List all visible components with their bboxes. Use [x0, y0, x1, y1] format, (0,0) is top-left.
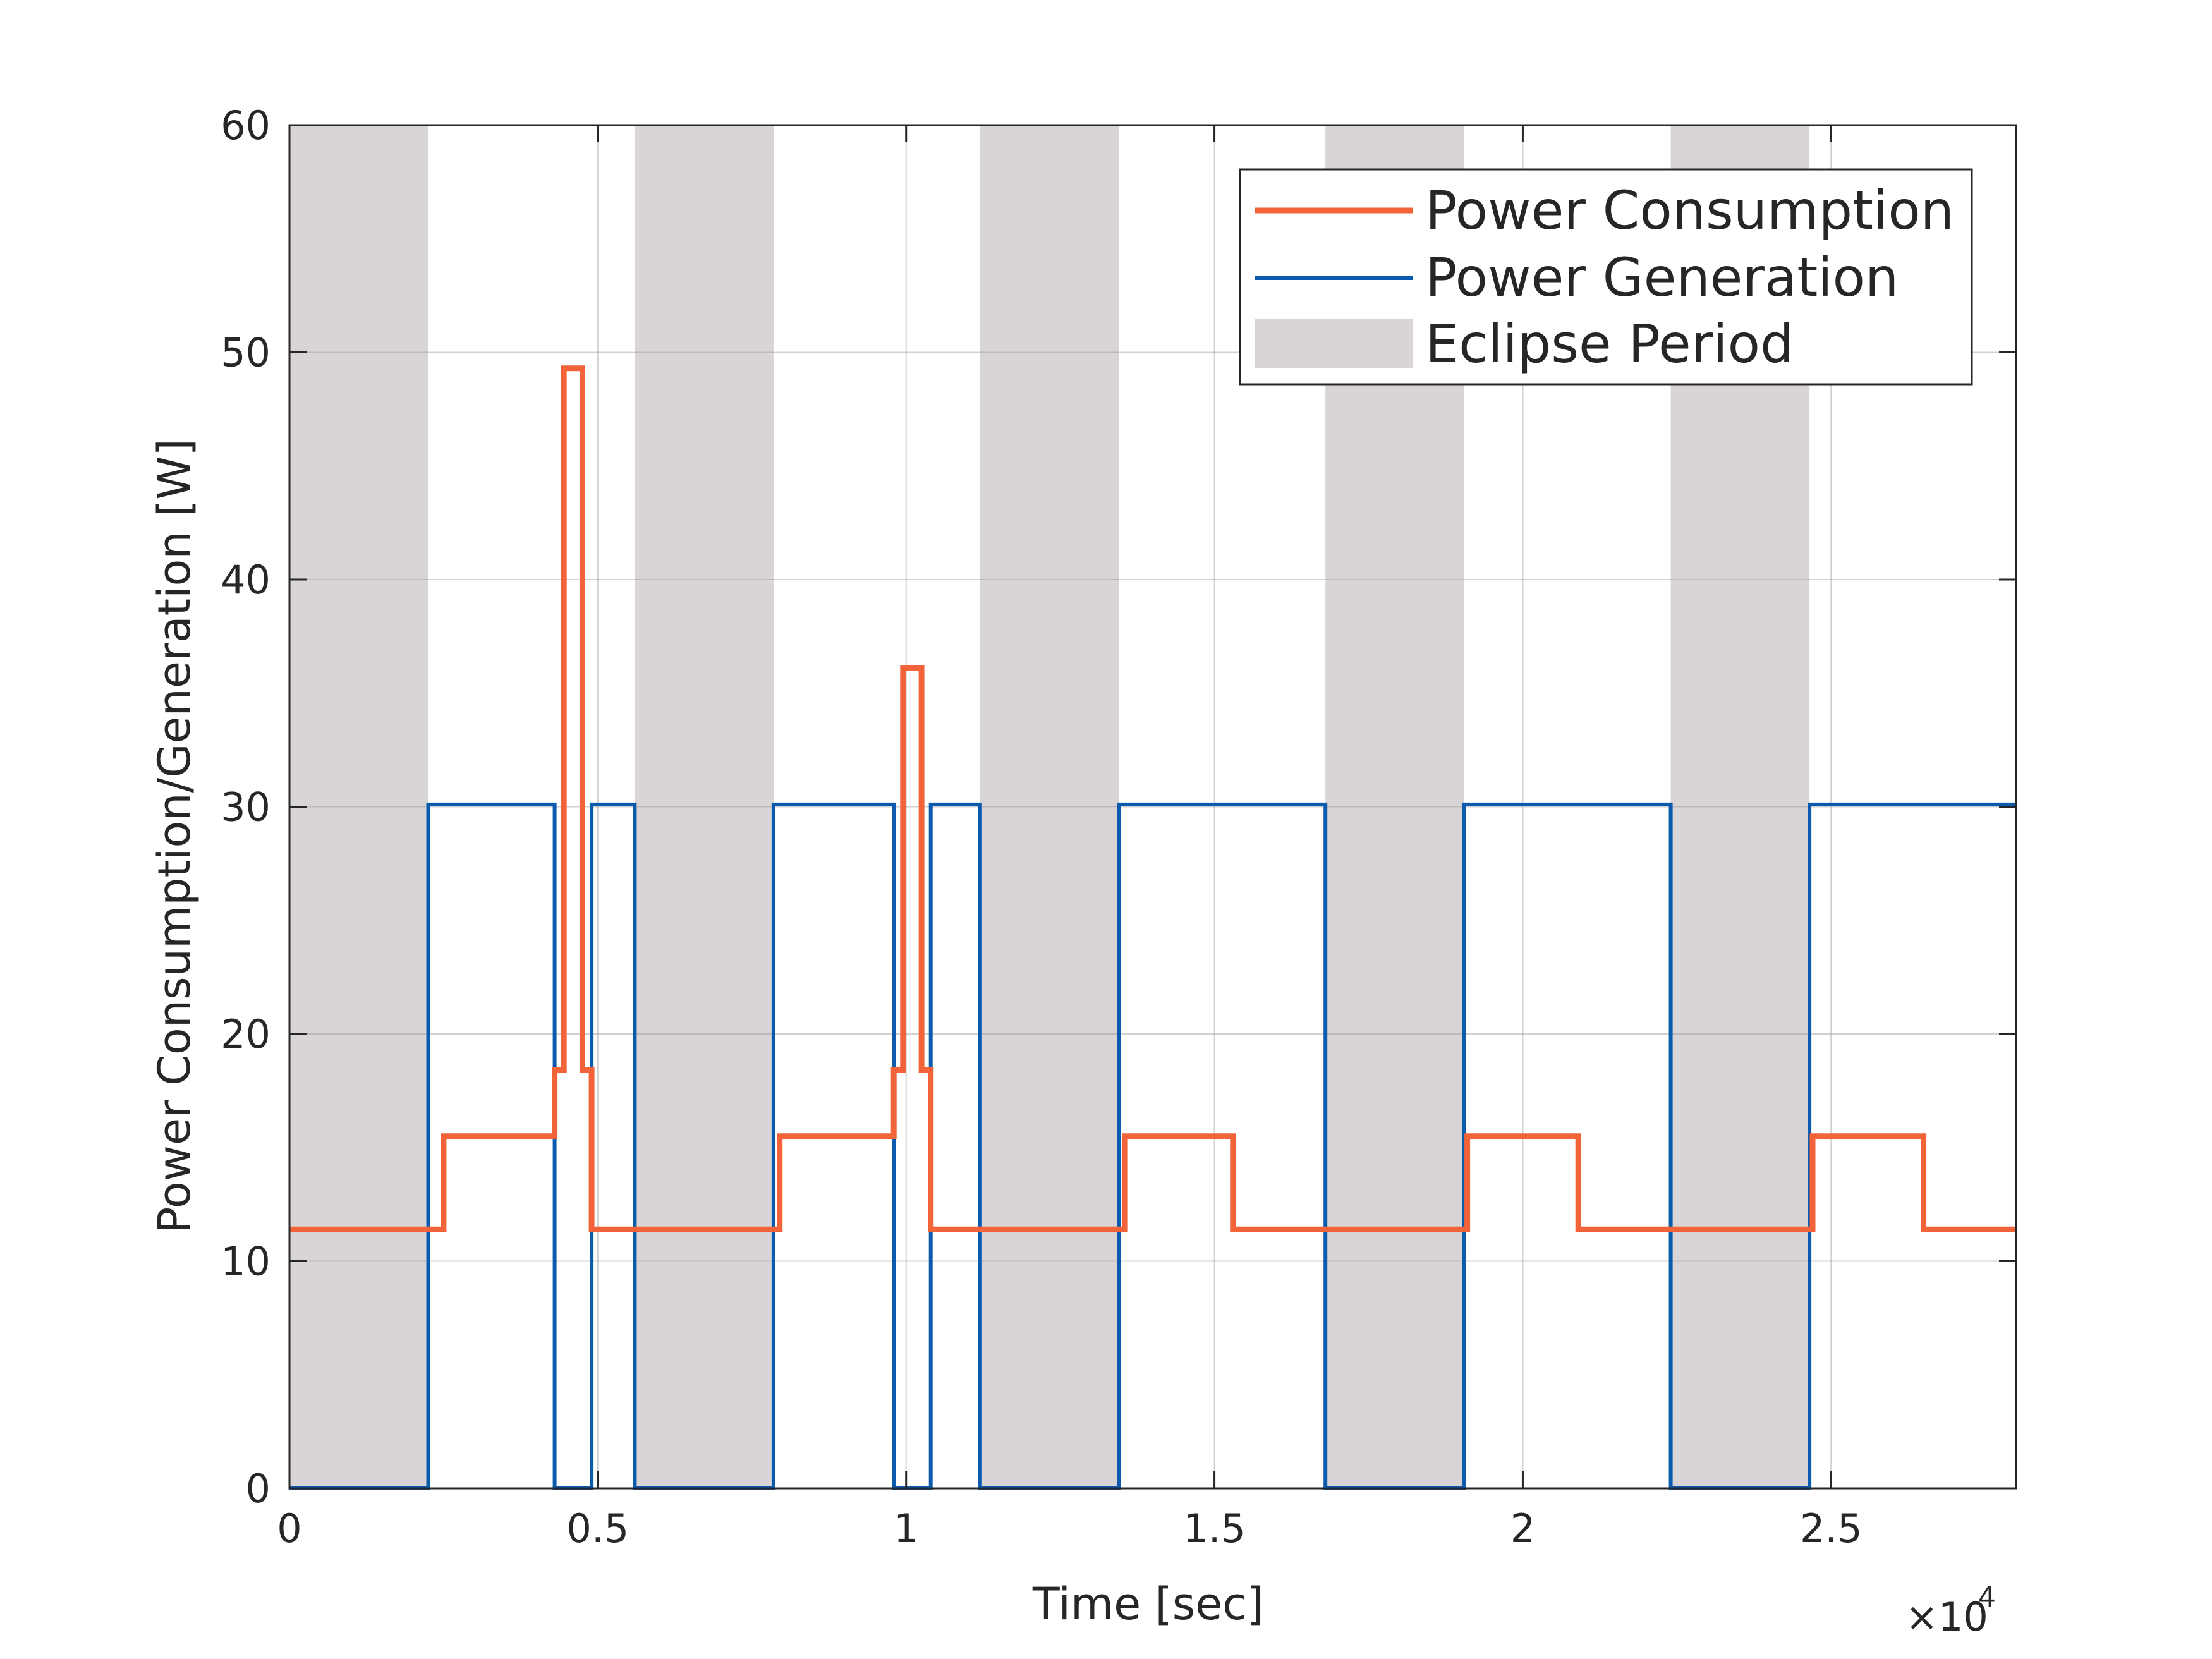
y-axis-title: Power Consumption/Generation [W] — [149, 439, 200, 1234]
series-line-power-consumption — [289, 365, 2016, 1232]
x-multiplier-label: ×10 4 — [1905, 1581, 1996, 1640]
y-tick-label-6: 60 — [221, 102, 270, 149]
legend-label-power-generation: Power Generation — [1425, 246, 1899, 308]
eclipse-band-2 — [980, 125, 1119, 1488]
x-multiplier-exponent: 4 — [1978, 1581, 1996, 1613]
x-tick-label-3: 1.5 — [1183, 1505, 1246, 1552]
axis-ticks: 0 0.5 1 1.5 2 2.5 0 10 20 30 40 50 60 — [221, 102, 2016, 1552]
legend-label-eclipse-period: Eclipse Period — [1425, 313, 1794, 375]
eclipse-band-1 — [635, 125, 774, 1488]
legend-label-power-consumption: Power Consumption — [1425, 179, 1954, 241]
y-tick-label-2: 20 — [221, 1011, 270, 1057]
legend-swatch-eclipse-period — [1255, 319, 1413, 368]
eclipse-period-bands — [289, 125, 1810, 1488]
x-axis-title: Time [sec] — [1032, 1578, 1264, 1630]
legend: Power Consumption Power Generation Eclip… — [1239, 168, 1973, 386]
x-multiplier-base: ×10 — [1905, 1594, 1988, 1640]
x-tick-label-0: 0 — [277, 1505, 301, 1552]
x-tick-label-4: 2 — [1510, 1505, 1535, 1552]
y-tick-label-5: 50 — [221, 330, 270, 376]
x-tick-label-5: 2.5 — [1800, 1505, 1863, 1552]
x-tick-label-1: 0.5 — [567, 1505, 629, 1552]
y-tick-label-4: 40 — [221, 557, 270, 603]
eclipse-band-0 — [289, 125, 428, 1488]
y-tick-label-1: 10 — [221, 1239, 270, 1285]
y-tick-label-0: 0 — [246, 1466, 270, 1512]
y-tick-label-3: 30 — [221, 784, 270, 830]
x-tick-label-2: 1 — [894, 1505, 918, 1552]
